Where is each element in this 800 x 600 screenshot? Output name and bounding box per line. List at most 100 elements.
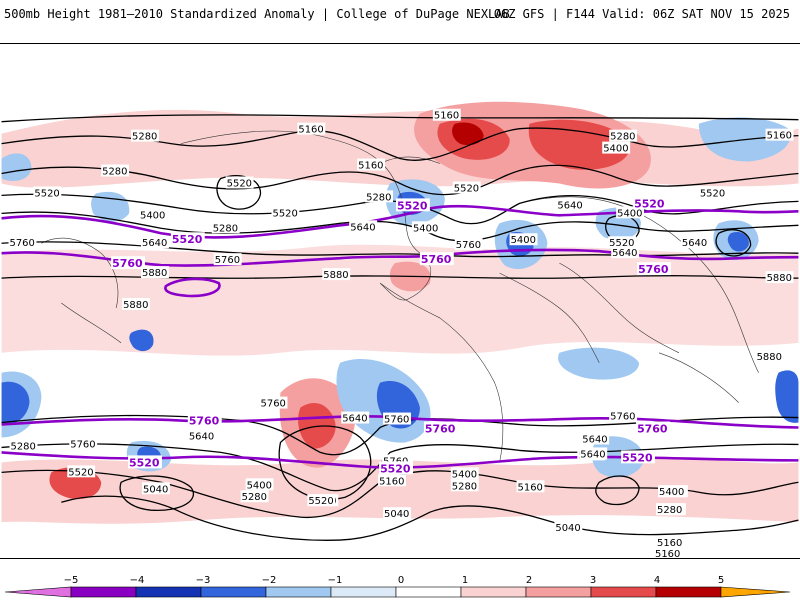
purple-contour-label: 5760: [423, 421, 458, 435]
svg-text:5640: 5640: [342, 414, 367, 425]
contour-label: 5280: [609, 129, 638, 143]
svg-text:5520: 5520: [634, 197, 665, 210]
colorbar-bands: [4, 586, 791, 598]
contour-label: 5520: [67, 465, 96, 478]
svg-text:5280: 5280: [132, 132, 157, 143]
svg-text:5520: 5520: [609, 238, 634, 249]
svg-text:5400: 5400: [140, 210, 165, 221]
svg-text:5760: 5760: [189, 415, 220, 428]
contour-label: 5040: [554, 521, 583, 534]
anomaly-shading: [1, 101, 799, 524]
svg-text:5160: 5160: [657, 538, 682, 549]
contour-label: 5760: [609, 409, 638, 423]
height-contour-labels: 5160 5280 5160 5280 5160 5280 5400 5520 …: [8, 108, 794, 559]
tick-label: 2: [526, 575, 532, 586]
svg-text:5400: 5400: [603, 144, 628, 155]
svg-text:5400: 5400: [247, 480, 272, 491]
contour-label: 5520: [698, 186, 727, 199]
svg-text:5160: 5160: [655, 549, 680, 559]
svg-text:5760: 5760: [384, 415, 409, 426]
contour-label: 5040: [383, 507, 411, 520]
svg-text:5280: 5280: [366, 192, 391, 203]
svg-text:5280: 5280: [11, 441, 36, 452]
chart-title: 500mb Height 1981–2010 Standardized Anom…: [4, 7, 510, 21]
contour-label: 5760: [69, 437, 98, 450]
colorbar: −5 −4 −3 −2 −1 0 1 2 3 4 5: [4, 575, 791, 598]
svg-text:5160: 5160: [298, 125, 323, 136]
tick-label: 3: [590, 575, 596, 586]
colorbar-arrow-low: [4, 586, 72, 598]
purple-contour-label: 5760: [637, 262, 671, 276]
svg-text:5760: 5760: [10, 238, 35, 249]
contour-label: 5280: [450, 479, 479, 492]
colorbar-band: [200, 586, 267, 598]
purple-contour-label: 5760: [636, 421, 670, 435]
colorbar-band: [265, 586, 332, 598]
svg-text:5400: 5400: [511, 235, 536, 246]
contour-label: 5880: [765, 271, 794, 284]
model-run-info: 06Z GFS | F144 Valid: 06Z SAT NOV 15 202…: [493, 7, 790, 21]
svg-text:5640: 5640: [142, 238, 167, 249]
contour-label: 5280: [240, 490, 269, 503]
svg-text:5400: 5400: [452, 469, 477, 480]
svg-text:5160: 5160: [379, 476, 404, 487]
colorbar-tick-labels: −5 −4 −3 −2 −1 0 1 2 3 4 5: [64, 575, 725, 586]
colorbar-band: [395, 586, 462, 598]
tick-label: −3: [196, 575, 211, 586]
contour-label: 5160: [357, 158, 386, 172]
contour-label: 5520: [33, 186, 62, 199]
svg-text:5160: 5160: [767, 131, 792, 142]
contour-label: 5880: [122, 298, 150, 311]
contour-label: 5280: [365, 190, 394, 203]
svg-text:5880: 5880: [123, 300, 148, 311]
svg-text:5880: 5880: [142, 268, 167, 279]
svg-text:5880: 5880: [323, 270, 348, 281]
contour-label: 5400: [245, 478, 274, 491]
svg-text:5760: 5760: [70, 439, 95, 450]
svg-text:5520: 5520: [700, 188, 725, 199]
contour-label: 5880: [141, 266, 169, 279]
tick-label: 5: [718, 575, 724, 586]
svg-text:5520: 5520: [68, 467, 93, 478]
svg-text:5760: 5760: [112, 257, 143, 270]
purple-contour-label: 5760: [419, 252, 454, 266]
contour-label: 5520: [307, 494, 336, 507]
svg-text:5520: 5520: [272, 208, 297, 219]
anomaly-map: 5160 5280 5160 5280 5160 5280 5400 5520 …: [0, 43, 800, 559]
key-contour-labels: 5520 5760 5520 5760 5520 5760 5760 5520 …: [111, 196, 671, 475]
svg-text:5160: 5160: [434, 111, 459, 122]
svg-text:5160: 5160: [358, 161, 383, 172]
svg-text:5520: 5520: [308, 496, 333, 507]
purple-contour-label: 5520: [396, 198, 430, 212]
contour-label: 5400: [657, 485, 686, 498]
purple-contour-label: 5520: [633, 196, 667, 210]
contour-label: 5760: [8, 236, 37, 249]
contour-label: 5400: [616, 206, 645, 219]
tick-label: −2: [262, 575, 277, 586]
contour-label: 5760: [454, 238, 483, 251]
svg-text:5040: 5040: [555, 523, 580, 534]
svg-text:5520: 5520: [622, 451, 653, 464]
contour-label: 5400: [139, 208, 167, 221]
svg-text:5520: 5520: [397, 199, 428, 212]
contour-label: 5640: [680, 236, 709, 249]
purple-contour-label: 5520: [621, 450, 656, 464]
svg-text:5400: 5400: [659, 487, 684, 498]
svg-text:5760: 5760: [215, 255, 240, 266]
contour-label: 5160: [765, 128, 794, 142]
svg-text:5520: 5520: [454, 183, 479, 194]
colorbar-arrow-high: [720, 586, 791, 598]
svg-text:5880: 5880: [767, 273, 792, 284]
svg-text:5280: 5280: [657, 505, 682, 516]
svg-text:5400: 5400: [413, 223, 438, 234]
colorbar-band: [655, 586, 722, 598]
purple-contour-label: 5760: [111, 256, 145, 270]
contour-label: 5280: [9, 439, 38, 452]
svg-text:5160: 5160: [518, 482, 543, 493]
svg-text:5280: 5280: [610, 132, 635, 143]
contour-label: 5760: [383, 412, 411, 426]
svg-text:5880: 5880: [757, 352, 782, 363]
colorbar-band: [590, 586, 657, 598]
colorbar-band: [70, 586, 137, 598]
colorbar-band: [135, 586, 202, 598]
